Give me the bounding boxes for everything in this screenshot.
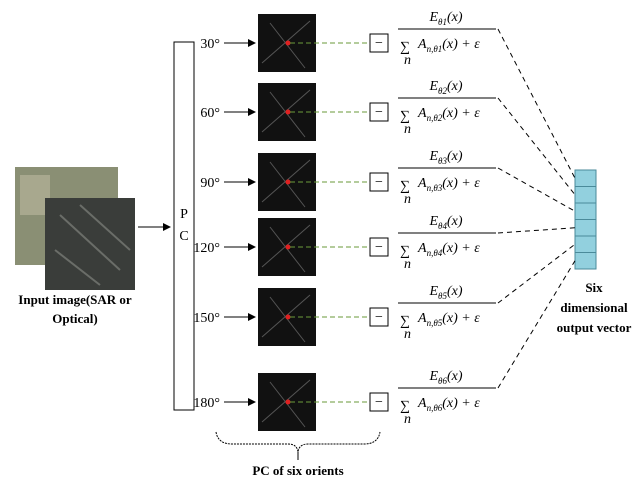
vector-cell <box>575 220 596 237</box>
num-argument: (x) <box>447 214 463 229</box>
den-symbol: A <box>417 396 427 411</box>
num-argument: (x) <box>447 10 463 25</box>
num-symbol: E <box>428 284 438 299</box>
feature-point <box>286 110 291 115</box>
den-symbol: A <box>417 241 427 256</box>
denominator: An,θ2(x) + ε <box>417 106 480 123</box>
op-symbol: − <box>375 105 383 120</box>
angle-label: 90° <box>200 176 220 191</box>
denominator: An,θ5(x) + ε <box>417 311 480 328</box>
den-rest: (x) + ε <box>442 176 480 191</box>
op-symbol: − <box>375 395 383 410</box>
bottom-label: PC of six orients <box>252 463 343 478</box>
feature-point <box>286 41 291 46</box>
num-argument: (x) <box>447 369 463 384</box>
den-symbol: A <box>417 176 427 191</box>
den-subscript: n,θ1 <box>427 44 443 54</box>
numerator: Eθ3(x) <box>428 149 462 166</box>
output-label: dimensional <box>560 300 628 315</box>
den-subscript: n,θ2 <box>427 113 443 123</box>
denominator: An,θ3(x) + ε <box>417 176 480 193</box>
output-link <box>498 228 575 233</box>
op-symbol: − <box>375 240 383 255</box>
den-rest: (x) + ε <box>442 311 480 326</box>
numerator: Eθ5(x) <box>428 284 462 301</box>
den-symbol: A <box>417 311 427 326</box>
output-link <box>498 168 575 211</box>
output-link <box>498 29 575 178</box>
op-symbol: − <box>375 310 383 325</box>
num-symbol: E <box>428 369 438 384</box>
num-symbol: E <box>428 214 438 229</box>
output-label: output vector <box>557 320 632 335</box>
den-symbol: A <box>417 106 427 121</box>
denominator: An,θ1(x) + ε <box>417 37 480 54</box>
den-rest: (x) + ε <box>442 37 480 52</box>
output-label: Six <box>585 280 603 295</box>
angle-label: 60° <box>200 106 220 121</box>
output-vector <box>575 170 596 269</box>
den-symbol: A <box>417 37 427 52</box>
feature-point <box>286 245 291 250</box>
sum-index: n <box>404 327 411 342</box>
input-label: Optical) <box>52 311 98 326</box>
den-subscript: n,θ5 <box>427 318 443 328</box>
sum-index: n <box>404 122 411 137</box>
numerator: Eθ4(x) <box>428 214 462 231</box>
input-label: Input image(SAR or <box>18 292 132 307</box>
diagram: Input image(SAR or Optical) P C Six dime… <box>0 0 641 485</box>
den-rest: (x) + ε <box>442 396 480 411</box>
vector-cell <box>575 170 596 187</box>
num-symbol: E <box>428 149 438 164</box>
num-symbol: E <box>428 10 438 25</box>
pc-label: C <box>179 229 188 244</box>
angle-label: 180° <box>193 396 220 411</box>
numerator: Eθ6(x) <box>428 369 462 386</box>
pc-label: P <box>180 207 188 222</box>
num-argument: (x) <box>447 79 463 94</box>
den-subscript: n,θ3 <box>427 183 443 193</box>
sum-index: n <box>404 192 411 207</box>
angle-label: 30° <box>200 37 220 52</box>
den-subscript: n,θ6 <box>427 403 443 413</box>
num-subscript: θ1 <box>438 17 447 27</box>
vector-cell <box>575 253 596 270</box>
num-argument: (x) <box>447 284 463 299</box>
vector-cell <box>575 203 596 220</box>
sum-index: n <box>404 257 411 272</box>
num-argument: (x) <box>447 149 463 164</box>
brace <box>216 432 380 452</box>
output-link <box>498 244 575 303</box>
den-subscript: n,θ4 <box>427 248 443 258</box>
den-rest: (x) + ε <box>442 106 480 121</box>
sum-index: n <box>404 53 411 68</box>
angle-label: 120° <box>193 241 220 256</box>
denominator: An,θ6(x) + ε <box>417 396 480 413</box>
sum-index: n <box>404 412 411 427</box>
angle-label: 150° <box>193 311 220 326</box>
vector-cell <box>575 236 596 253</box>
op-symbol: − <box>375 175 383 190</box>
vector-cell <box>575 187 596 204</box>
num-symbol: E <box>428 79 438 94</box>
denominator: An,θ4(x) + ε <box>417 241 480 258</box>
feature-point <box>286 400 291 405</box>
den-rest: (x) + ε <box>442 241 480 256</box>
feature-point <box>286 180 291 185</box>
numerator: Eθ2(x) <box>428 79 462 96</box>
feature-point <box>286 315 291 320</box>
pc-bar <box>174 42 194 410</box>
numerator: Eθ1(x) <box>428 10 462 27</box>
output-link <box>498 98 575 195</box>
op-symbol: − <box>375 36 383 51</box>
